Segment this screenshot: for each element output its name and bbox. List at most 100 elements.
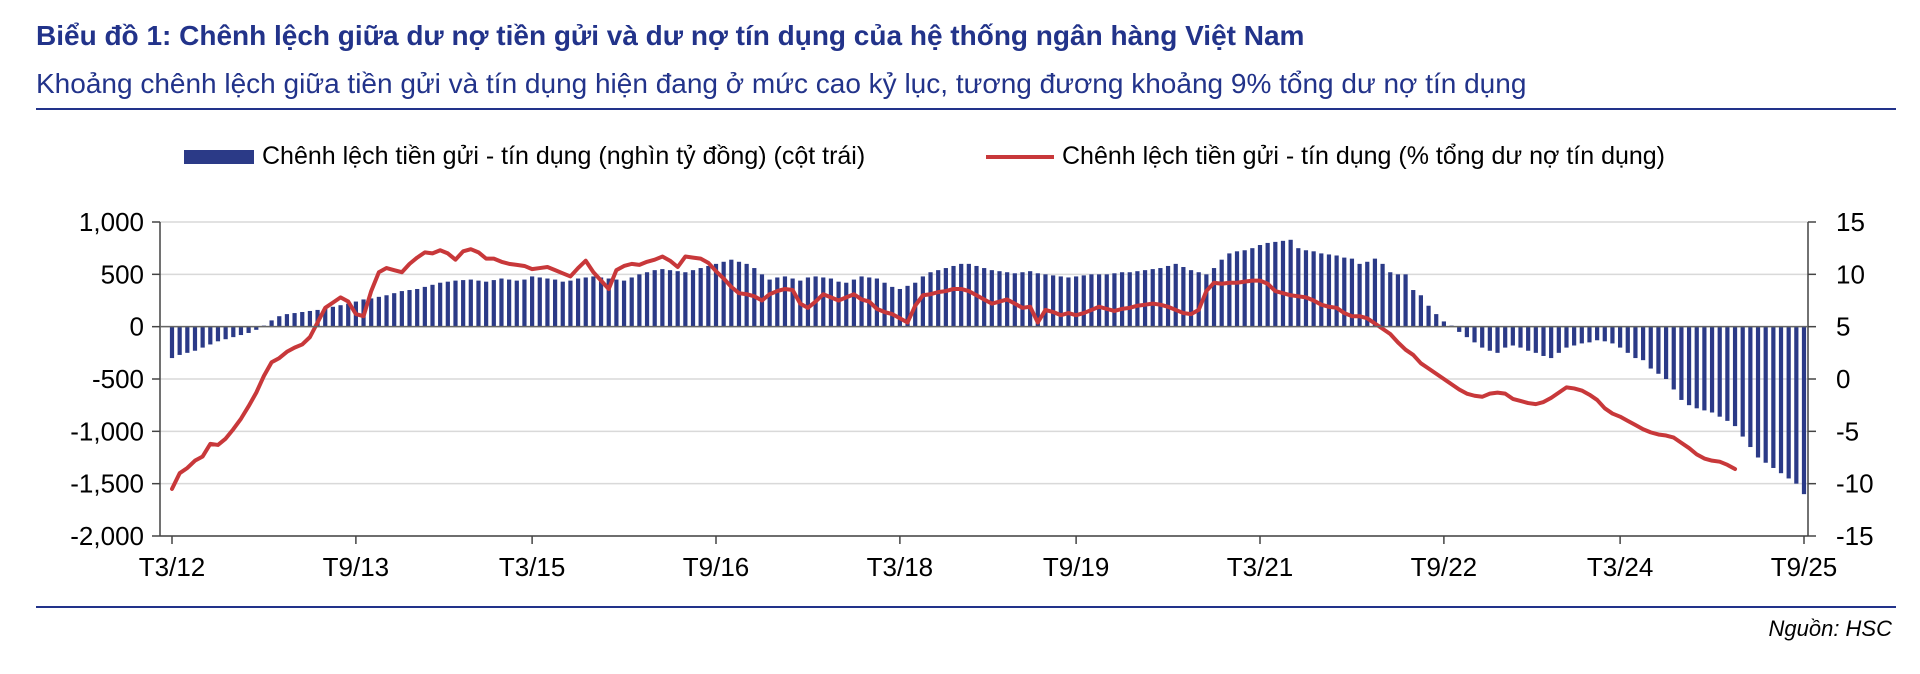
- bar: [1610, 326, 1615, 344]
- bar: [1303, 250, 1309, 327]
- bar: [384, 295, 389, 327]
- bar: [1311, 251, 1316, 327]
- bar: [1740, 326, 1745, 437]
- bar: [1480, 326, 1485, 348]
- bar: [1579, 326, 1584, 344]
- x-tick-label: T3/15: [499, 552, 566, 582]
- bar: [660, 269, 665, 327]
- bar: [415, 288, 420, 327]
- bar: [767, 279, 772, 327]
- bar: [775, 277, 780, 327]
- header-divider: [36, 108, 1896, 110]
- bar: [1158, 268, 1163, 327]
- chart-title: Biểu đồ 1: Chênh lệch giữa dư nợ tiền gử…: [36, 20, 1305, 51]
- bar: [1625, 326, 1630, 353]
- bar: [805, 277, 811, 327]
- bar: [951, 265, 956, 327]
- bar: [1365, 261, 1370, 327]
- legend-bar-swatch: [184, 150, 254, 164]
- bar: [208, 326, 213, 345]
- x-tick-label: T9/16: [683, 552, 750, 582]
- bar: [200, 326, 205, 348]
- bar: [1395, 274, 1401, 327]
- bar: [874, 278, 879, 327]
- bar: [859, 276, 864, 327]
- bar: [905, 285, 910, 327]
- bar: [507, 279, 512, 327]
- source-note: Nguồn: HSC: [1768, 616, 1892, 641]
- x-tick-label: T3/18: [867, 552, 934, 582]
- axes: 1,000 500 0 -500 -1,000 -1,500 -2,000 15 10 5 0 -5 -…: [70, 207, 1873, 582]
- bar: [499, 278, 504, 327]
- bar: [1671, 326, 1676, 390]
- bar: [1694, 326, 1699, 409]
- bar: [1633, 326, 1638, 359]
- line-series: [170, 247, 1738, 491]
- bar: [231, 326, 236, 338]
- bar: [644, 272, 650, 327]
- bar: [882, 282, 887, 327]
- bar: [782, 276, 788, 327]
- bar: [1012, 273, 1017, 327]
- bar: [560, 281, 565, 327]
- bar: [606, 278, 611, 327]
- bar: [836, 281, 841, 327]
- bar: [1342, 257, 1347, 327]
- bar: [721, 261, 726, 327]
- bar: [1089, 274, 1094, 327]
- bar: [1380, 263, 1385, 327]
- bar: [545, 278, 550, 327]
- right-tick-label: -15: [1836, 521, 1874, 551]
- bar: [1572, 326, 1577, 346]
- bar: [1778, 326, 1784, 474]
- bar: [1595, 326, 1600, 341]
- bar: [583, 277, 588, 327]
- bar: [307, 310, 313, 327]
- bar: [591, 276, 596, 327]
- bar: [1403, 274, 1408, 327]
- bar: [369, 298, 374, 327]
- bar: [1801, 326, 1807, 495]
- bar: [1755, 326, 1761, 458]
- bar: [897, 288, 902, 327]
- bar: [1165, 265, 1171, 327]
- bar: [1020, 272, 1025, 327]
- bar: [1495, 326, 1500, 353]
- bar: [1472, 326, 1477, 343]
- bar: [1709, 326, 1715, 413]
- bar: [438, 282, 443, 327]
- bar: [1188, 270, 1194, 327]
- x-tick-label: T9/25: [1771, 552, 1838, 582]
- bar: [1273, 241, 1278, 327]
- deposit-credit-gap-line: [170, 247, 1738, 491]
- bar: [1388, 272, 1393, 327]
- bar: [277, 316, 282, 327]
- bar: [1564, 326, 1569, 348]
- bar: [1457, 326, 1462, 332]
- bar: [1786, 326, 1791, 479]
- bar: [1648, 326, 1653, 369]
- bar: [1058, 276, 1063, 327]
- bar: [1763, 326, 1768, 463]
- bar: [1250, 248, 1255, 327]
- bar: [1732, 326, 1738, 427]
- right-tick-label: 10: [1836, 259, 1865, 289]
- bar: [706, 265, 711, 327]
- bar: [1434, 314, 1439, 327]
- bar: [1556, 326, 1561, 353]
- bar: [1074, 276, 1079, 327]
- bar: [445, 281, 450, 327]
- bar: [1112, 273, 1117, 327]
- bar: [1334, 255, 1339, 327]
- bar: [598, 277, 604, 327]
- left-tick-label: 1,000: [79, 207, 144, 237]
- bar: [1441, 321, 1446, 327]
- bar: [1211, 268, 1217, 327]
- bar: [568, 280, 573, 327]
- bar: [1028, 271, 1033, 327]
- bar: [1142, 270, 1148, 327]
- bar: [338, 305, 343, 327]
- right-tick-label: 15: [1836, 207, 1865, 237]
- bar: [989, 270, 994, 327]
- bar: [1411, 290, 1416, 327]
